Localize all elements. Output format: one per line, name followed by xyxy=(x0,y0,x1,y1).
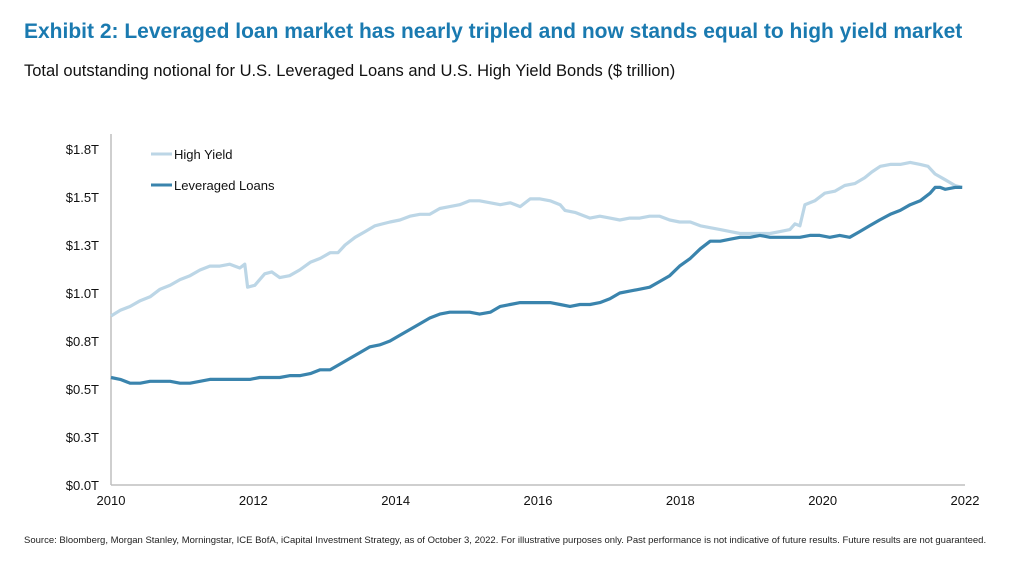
x-tick-label: 2020 xyxy=(808,493,837,508)
exhibit-title: Exhibit 2: Leveraged loan market has nea… xyxy=(24,20,963,43)
source-note: Source: Bloomberg, Morgan Stanley, Morni… xyxy=(24,535,987,546)
x-tick-label: 2022 xyxy=(951,493,980,508)
chart-subtitle: Total outstanding notional for U.S. Leve… xyxy=(24,62,676,80)
series-line-leveraged-loans xyxy=(110,185,963,385)
series-line-high-yield xyxy=(110,160,963,318)
x-tick-label: 2016 xyxy=(524,493,553,508)
x-tick-label: 2018 xyxy=(666,493,695,508)
y-tick-label: $0.3T xyxy=(66,430,99,445)
legend-label: Leveraged Loans xyxy=(174,178,275,193)
y-tick-label: $0.8T xyxy=(66,334,99,349)
x-tick-label: 2010 xyxy=(97,493,126,508)
x-tick-label: 2014 xyxy=(381,493,410,508)
y-tick-label: $1.5T xyxy=(66,190,99,205)
y-tick-label: $1.8T xyxy=(66,142,99,157)
y-tick-label: $0.5T xyxy=(66,382,99,397)
y-tick-label: $1.3T xyxy=(66,238,99,253)
y-tick-label: $1.0T xyxy=(66,286,99,301)
legend-label: High Yield xyxy=(174,147,233,162)
y-tick-label: $0.0T xyxy=(66,478,99,493)
x-tick-label: 2012 xyxy=(239,493,268,508)
